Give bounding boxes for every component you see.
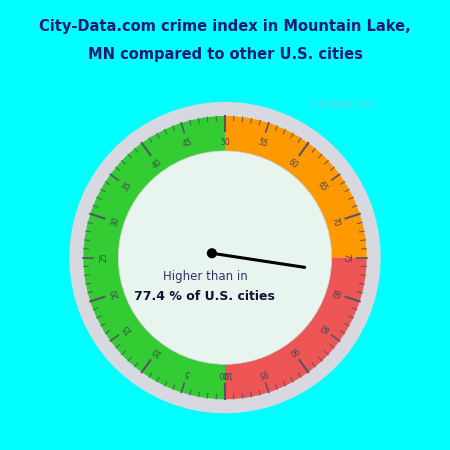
Text: 0: 0 [223,369,227,378]
Circle shape [119,152,331,364]
Text: 65: 65 [316,180,329,194]
Text: 60: 60 [286,158,299,171]
Text: 80: 80 [329,288,341,299]
Wedge shape [225,257,367,399]
Text: 20: 20 [109,288,121,299]
Text: 95: 95 [256,367,268,378]
Text: City-Data.com crime index in Mountain Lake,: City-Data.com crime index in Mountain La… [39,19,411,34]
Wedge shape [83,116,225,399]
Circle shape [69,102,381,413]
Text: 35: 35 [121,180,134,194]
Text: 30: 30 [109,216,121,228]
Text: 55: 55 [256,137,268,148]
Text: 50: 50 [220,138,230,147]
Text: 90: 90 [286,345,299,357]
Text: MN compared to other U.S. cities: MN compared to other U.S. cities [88,47,362,62]
Text: 45: 45 [182,137,194,148]
Text: 77.4 % of U.S. cities: 77.4 % of U.S. cities [135,290,275,302]
Text: 40: 40 [151,158,164,171]
Text: 10: 10 [151,345,164,357]
Text: 100: 100 [218,369,232,378]
Wedge shape [225,116,367,257]
Circle shape [207,248,217,258]
Text: 15: 15 [121,322,134,335]
Text: 5: 5 [184,367,191,378]
Text: 85: 85 [316,322,329,335]
Text: 75: 75 [341,253,350,262]
Text: 25: 25 [100,253,109,262]
Text: City-Data.com: City-Data.com [311,100,375,109]
Text: 70: 70 [329,216,341,228]
Circle shape [118,151,332,364]
Text: Higher than in: Higher than in [162,270,247,284]
